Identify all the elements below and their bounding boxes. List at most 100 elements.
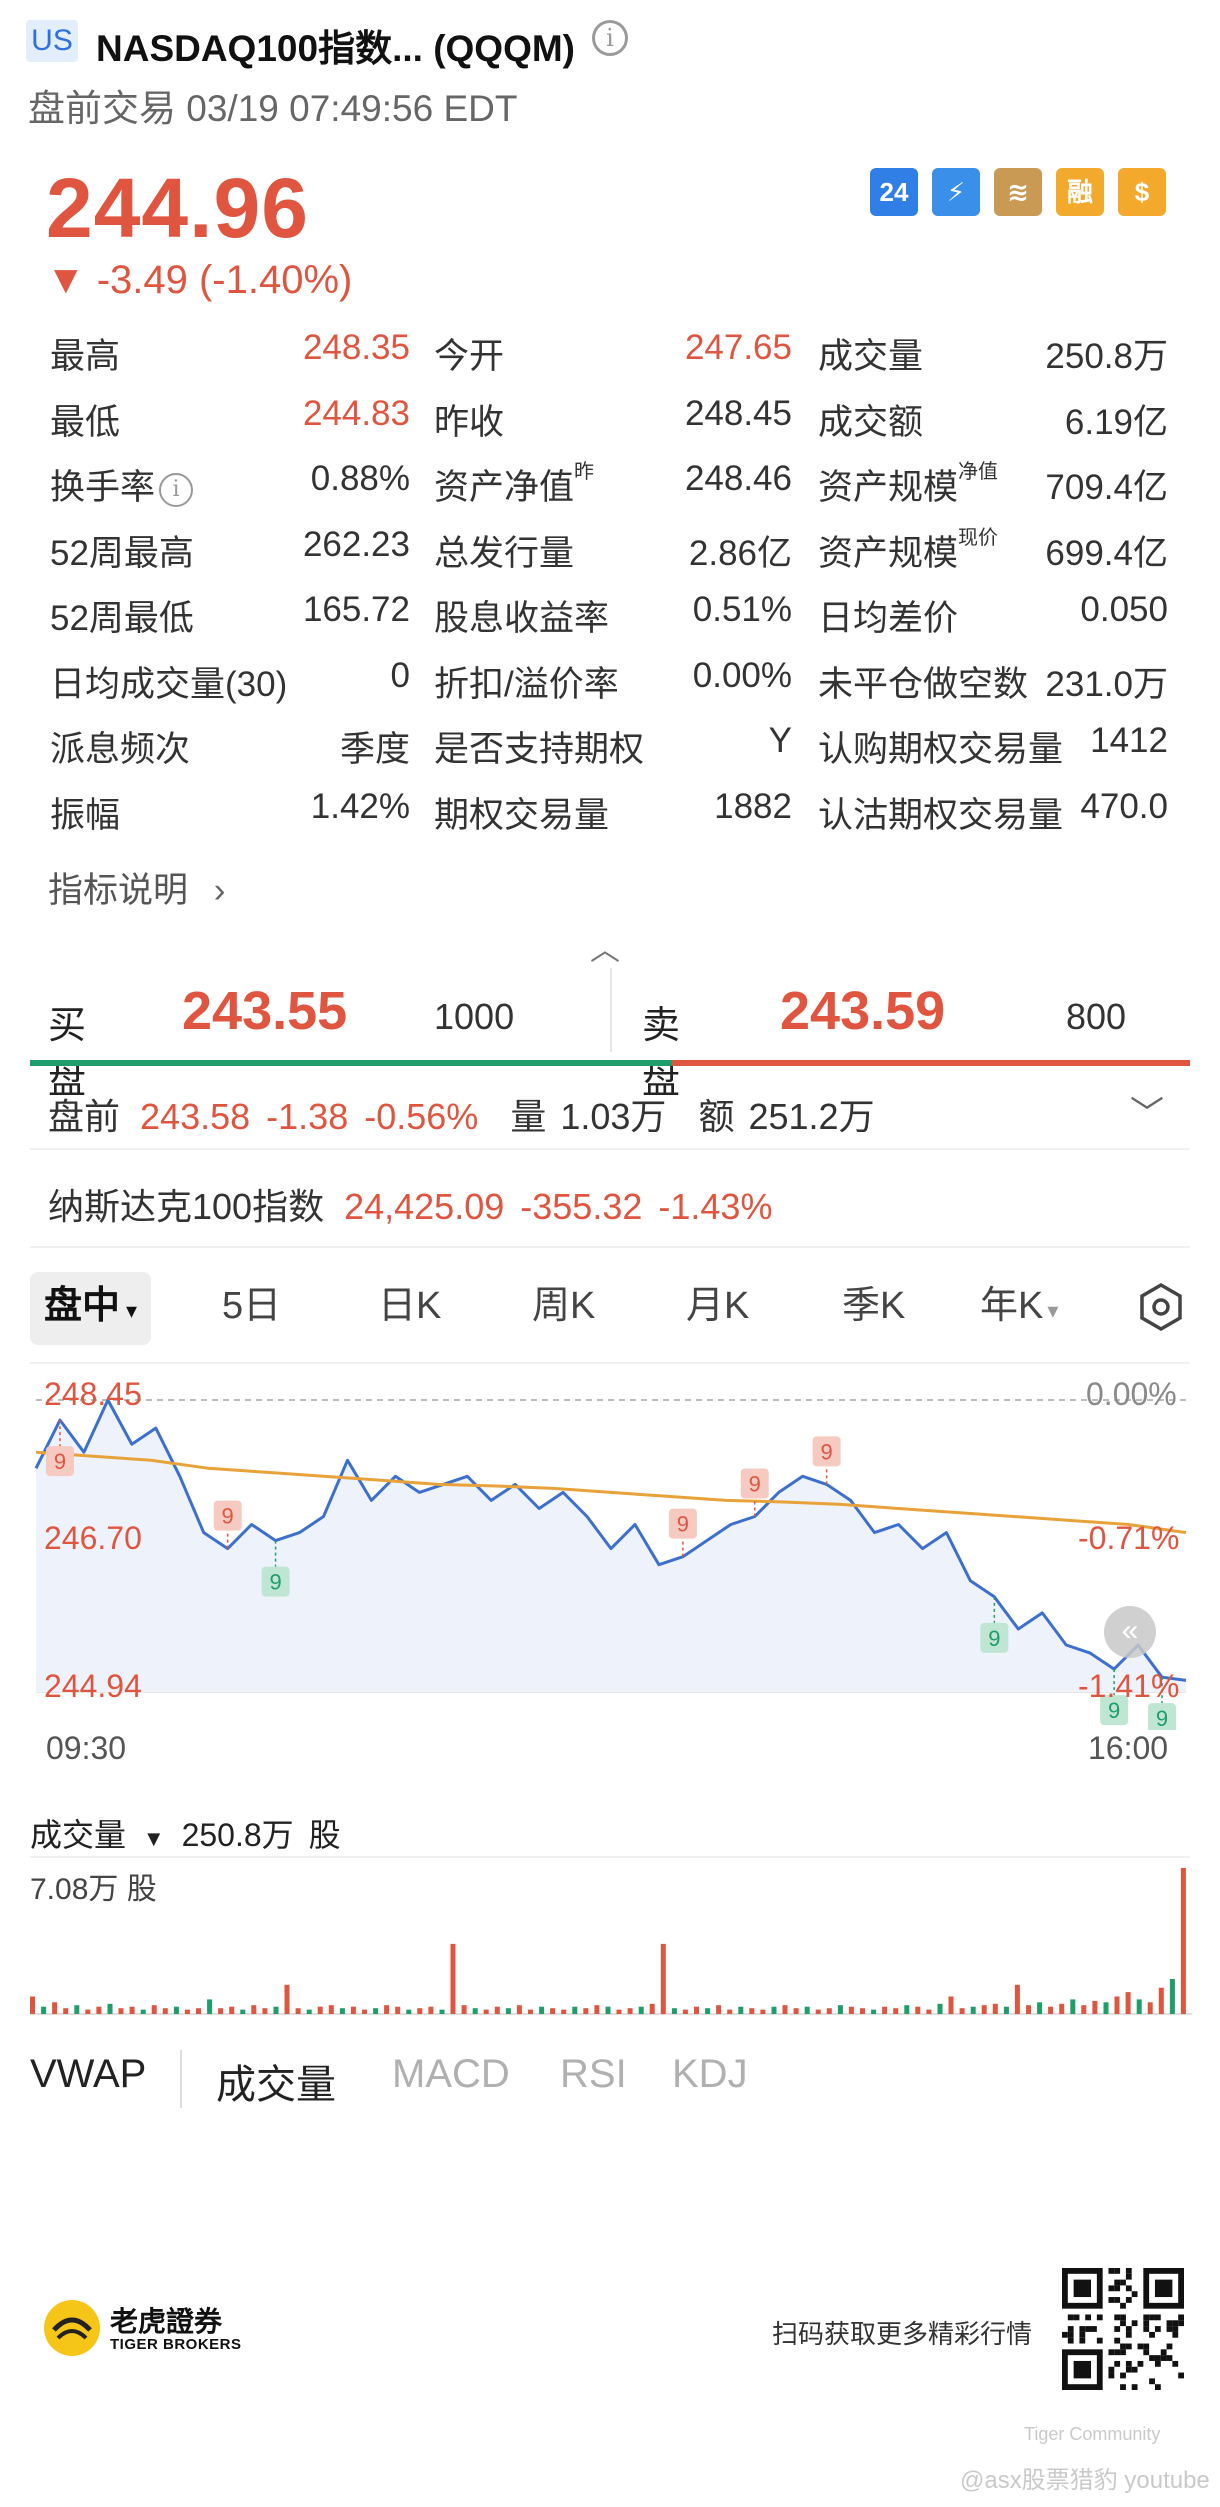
- volume-bar: [1014, 1984, 1020, 2014]
- stat-label-text: 成交量: [818, 337, 924, 376]
- tab-monthly[interactable]: 月K: [686, 1285, 750, 1327]
- volume-bar: [140, 2009, 146, 2014]
- collapse-caret-icon[interactable]: ︿: [590, 934, 620, 967]
- qr-module: [1108, 2366, 1115, 2373]
- volume-bar: [959, 2008, 965, 2014]
- stat-value: 0.00%: [692, 655, 792, 695]
- divider: [180, 2050, 182, 2108]
- stat-value: 250.8万: [1045, 337, 1168, 376]
- chart-period-tabs: 盘中 ▾ 5日 日K 周K 月K 季K 年K ▾: [30, 1272, 1190, 1345]
- tab-kdj[interactable]: KDJ: [672, 2052, 748, 2096]
- qr-module: [1137, 2360, 1144, 2367]
- volume-bar: [350, 2006, 356, 2014]
- stat-label: 日均成交量(30): [50, 656, 287, 707]
- premarket-volume-label: 量: [510, 1096, 547, 1137]
- stat-label-text: 资产规模: [818, 468, 959, 507]
- qr-module: [1096, 2314, 1103, 2321]
- qr-module: [1149, 2378, 1155, 2385]
- qr-module: [1108, 2297, 1115, 2303]
- indicator-tabs: VWAP 成交量 MACD RSI KDJ: [30, 2050, 1190, 2110]
- divider: [30, 1362, 1190, 1364]
- qr-module: [1143, 2349, 1150, 2356]
- qr-module: [1154, 2355, 1161, 2361]
- stat-value: 231.0万: [1045, 664, 1168, 704]
- dropdown-caret-icon: ▾: [1047, 1298, 1059, 1323]
- premarket-row[interactable]: 盘前 243.58 -1.38 -0.56% 量 1.03万 额 251.2万: [48, 1088, 875, 1140]
- stat-value: 0.51%: [692, 590, 792, 629]
- qr-module: [1067, 2337, 1074, 2344]
- volume-bar: [594, 2005, 600, 2014]
- tab-5day[interactable]: 5日: [222, 1285, 282, 1327]
- qr-module: [1114, 2285, 1121, 2292]
- tab-weekly[interactable]: 周K: [532, 1285, 596, 1327]
- volume-bar: [904, 2005, 910, 2014]
- info-icon[interactable]: i: [159, 472, 194, 507]
- stat-label-text: 振幅: [50, 795, 121, 835]
- lightning-icon[interactable]: ⚡: [932, 168, 980, 216]
- stat-value: 165.72: [302, 590, 410, 629]
- stat-label: 52周最低: [50, 590, 194, 641]
- indicator-explanation-link[interactable]: 指标说明 ›: [48, 862, 225, 913]
- tab-yearly[interactable]: 年K ▾: [980, 1272, 1058, 1345]
- layers-icon[interactable]: ≋: [994, 168, 1042, 216]
- volume-bar: [561, 2009, 567, 2014]
- tab-label: 年K: [980, 1285, 1044, 1327]
- tab-macd[interactable]: MACD: [392, 2052, 510, 2096]
- qr-module: [1166, 2355, 1173, 2361]
- tab-volume[interactable]: 成交量: [216, 2063, 336, 2107]
- chevron-right-icon: ›: [213, 871, 226, 910]
- volume-bar: [328, 2005, 334, 2014]
- td-marker: [812, 1436, 841, 1467]
- index-row[interactable]: 纳斯达克100指数 24,425.09 -355.32 -1.43%: [48, 1178, 772, 1230]
- volume-bar: [162, 2008, 168, 2014]
- pct-label-high: 0.00%: [1086, 1376, 1177, 1412]
- qr-module: [1154, 2279, 1173, 2298]
- stat-label: 认沽期权交易量: [818, 787, 1063, 838]
- stat-value: 247.65: [684, 328, 792, 367]
- volume-bar: [1114, 1996, 1120, 2014]
- volume-bar: [738, 2006, 744, 2014]
- td-marker-label: 9: [821, 1439, 833, 1464]
- td-marker: [1148, 1703, 1177, 1734]
- qr-module: [1154, 2360, 1161, 2367]
- qr-module: [1120, 2314, 1126, 2321]
- volume-bar: [848, 2006, 854, 2014]
- premarket-label: 盘前: [48, 1096, 121, 1137]
- qr-module: [1091, 2326, 1097, 2332]
- volume-bar: [129, 2006, 135, 2014]
- volume-header[interactable]: 成交量 ▼ 250.8万 股: [30, 1810, 341, 1856]
- y-label-low: 244.94: [44, 1668, 142, 1704]
- tab-vwap[interactable]: VWAP: [30, 2052, 147, 2096]
- volume-bar: [1103, 2002, 1109, 2014]
- info-icon[interactable]: i: [592, 20, 628, 56]
- td-marker-label: 9: [749, 1471, 761, 1496]
- volume-bar: [760, 2009, 766, 2014]
- margin-icon[interactable]: 融: [1056, 168, 1104, 216]
- qr-module: [1172, 2326, 1179, 2332]
- short-icon[interactable]: $: [1118, 168, 1166, 216]
- stat-label-text: 换手率: [50, 468, 156, 507]
- average-price-line: [35, 1450, 1187, 1535]
- volume-bar: [539, 2006, 545, 2014]
- qr-module: [1143, 2326, 1150, 2332]
- qr-module: [1125, 2360, 1132, 2367]
- tab-intraday[interactable]: 盘中 ▾: [30, 1272, 152, 1345]
- collapse-arrows-icon[interactable]: «: [1104, 1606, 1156, 1658]
- td-marker: [45, 1446, 74, 1477]
- qr-module: [1125, 2285, 1132, 2292]
- intraday-chart[interactable]: 9 9 9 9 9 9 9 9 9 248.45 246.70 244.94 0.00% -0.…: [0, 1370, 1220, 1734]
- volume-bar: [705, 2008, 711, 2014]
- volume-bar: [207, 1999, 213, 2014]
- tab-daily[interactable]: 日K: [378, 1285, 442, 1327]
- qr-module: [1067, 2314, 1074, 2321]
- settings-icon[interactable]: [1136, 1282, 1186, 1354]
- td-marker: [1100, 1695, 1129, 1726]
- tab-quarterly[interactable]: 季K: [842, 1285, 906, 1327]
- chevron-down-icon[interactable]: ﹀: [1130, 1095, 1164, 1133]
- tab-rsi[interactable]: RSI: [560, 2052, 627, 2096]
- 24h-icon[interactable]: 24: [870, 168, 918, 216]
- volume-bar: [284, 1984, 290, 2014]
- volume-bar: [1048, 2006, 1054, 2014]
- volume-bar: [262, 2008, 268, 2014]
- divider: [30, 1856, 1190, 1858]
